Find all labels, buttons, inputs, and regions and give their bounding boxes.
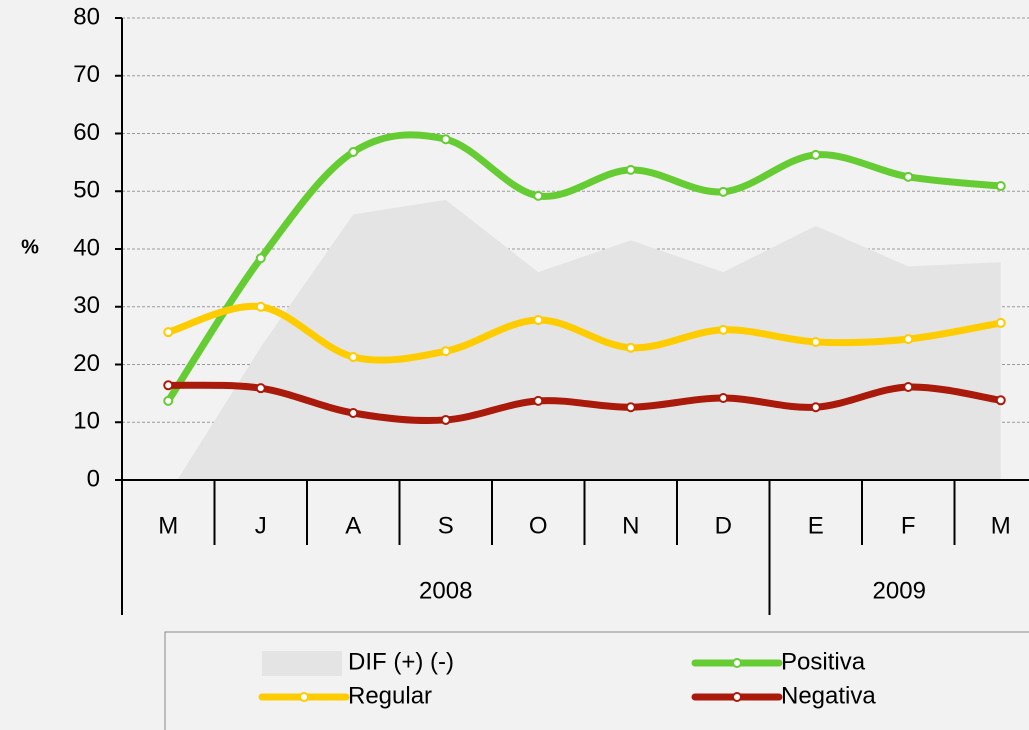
marker: [533, 315, 544, 326]
x-tick-label: M: [158, 512, 178, 539]
y-tick-label: 60: [73, 119, 100, 146]
y-tick-label: 70: [73, 61, 100, 88]
marker: [440, 346, 451, 357]
group-label: 2009: [873, 577, 926, 604]
x-tick-label: O: [529, 512, 548, 539]
marker: [903, 382, 914, 393]
x-tick-label: F: [901, 512, 916, 539]
legend-label: Positiva: [781, 648, 866, 675]
x-tick-label: S: [438, 512, 454, 539]
x-tick-label: E: [808, 512, 824, 539]
x-tick-label: J: [255, 512, 267, 539]
y-tick-label: 40: [73, 234, 100, 261]
marker: [255, 253, 266, 264]
marker: [255, 301, 266, 312]
line: [168, 381, 1002, 425]
marker: [625, 402, 636, 413]
x-tick-label: N: [622, 512, 639, 539]
marker: [903, 334, 914, 345]
y-tick-label: 10: [73, 408, 100, 435]
legend-swatch: [262, 651, 342, 676]
marker: [163, 380, 174, 391]
legend: [164, 631, 1029, 730]
marker: [995, 317, 1006, 328]
y-tick-label: 30: [73, 292, 100, 319]
legend-label: Negativa: [781, 682, 876, 709]
marker: [255, 383, 266, 394]
marker: [995, 395, 1006, 406]
group-label: 2008: [419, 577, 472, 604]
legend-marker: [732, 658, 742, 668]
marker: [903, 171, 914, 182]
marker: [625, 342, 636, 353]
marker: [625, 164, 636, 175]
marker: [163, 395, 174, 406]
marker: [440, 134, 451, 145]
marker: [348, 408, 359, 419]
marker: [440, 414, 451, 425]
marker: [533, 190, 544, 201]
legend-label: DIF (+) (-): [348, 648, 454, 675]
x-tick-label: A: [345, 512, 361, 539]
area: [168, 199, 1001, 480]
x-tick-label: M: [991, 512, 1011, 539]
y-axis-label: %: [21, 236, 39, 258]
marker: [810, 336, 821, 347]
marker: [718, 324, 729, 335]
legend-marker: [299, 692, 309, 702]
marker: [810, 402, 821, 413]
y-tick-label: 50: [73, 177, 100, 204]
marker: [348, 351, 359, 362]
y-tick-label: 80: [73, 3, 100, 30]
y-tick-label: 0: [87, 465, 100, 492]
marker: [718, 392, 729, 403]
legend-marker: [732, 692, 742, 702]
marker: [718, 186, 729, 197]
legend-label: Regular: [348, 682, 432, 709]
marker: [163, 327, 174, 338]
x-tick-label: D: [715, 512, 732, 539]
y-tick-label: 20: [73, 350, 100, 377]
marker: [533, 395, 544, 406]
line: [165, 131, 1002, 403]
line: [167, 302, 1002, 364]
marker: [995, 181, 1006, 192]
marker: [348, 146, 359, 157]
plot: [168, 199, 1001, 480]
marker: [810, 149, 821, 160]
